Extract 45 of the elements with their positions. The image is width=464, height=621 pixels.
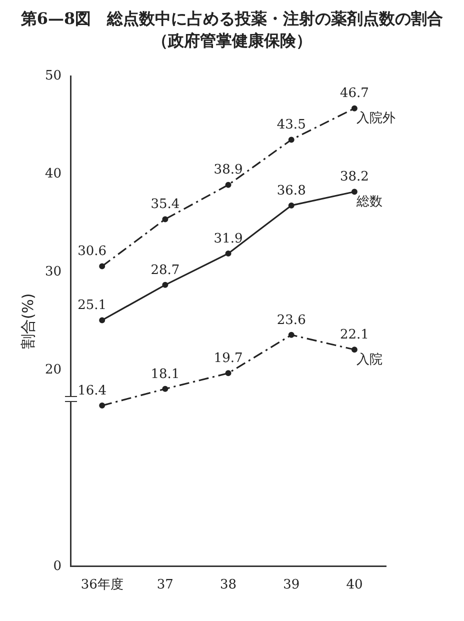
point bbox=[225, 370, 232, 376]
point bbox=[351, 188, 358, 195]
point bbox=[99, 402, 106, 409]
y-tick-label: 0 bbox=[53, 558, 62, 574]
y-tick-label: 40 bbox=[44, 166, 62, 182]
point bbox=[162, 216, 168, 222]
point bbox=[99, 263, 106, 270]
point bbox=[99, 317, 106, 324]
data-label: 19.7 bbox=[214, 351, 243, 366]
data-label: 30.6 bbox=[78, 244, 107, 260]
data-label: 22.1 bbox=[340, 328, 369, 343]
point bbox=[225, 250, 232, 257]
x-tick-label: 37 bbox=[156, 578, 174, 593]
point bbox=[351, 346, 358, 353]
point bbox=[288, 332, 294, 338]
point bbox=[351, 105, 358, 112]
data-label: 25.1 bbox=[78, 298, 107, 314]
data-label: 16.4 bbox=[78, 383, 107, 398]
y-tick-label: 20 bbox=[44, 362, 62, 378]
data-label: 46.7 bbox=[340, 86, 369, 102]
y-tick-label: 50 bbox=[44, 68, 62, 84]
data-label: 18.1 bbox=[150, 366, 180, 382]
series-label: 入院 bbox=[356, 352, 382, 368]
series-label: 入院外 bbox=[356, 111, 396, 126]
y-axis-title: 割合(%) bbox=[18, 293, 37, 350]
point bbox=[225, 182, 232, 188]
x-tick-label: 38 bbox=[220, 578, 237, 593]
x-tick-label: 36年度 bbox=[80, 576, 124, 593]
data-label: 31.9 bbox=[214, 231, 243, 246]
point bbox=[162, 282, 168, 288]
y-tick-label: 30 bbox=[44, 264, 62, 280]
point bbox=[288, 202, 294, 208]
data-label: 28.7 bbox=[150, 262, 180, 278]
x-tick-label: 39 bbox=[283, 578, 300, 593]
data-label: 38.9 bbox=[214, 162, 243, 178]
data-label: 38.2 bbox=[340, 170, 369, 185]
x-tick-label: 40 bbox=[346, 578, 363, 593]
data-label: 36.8 bbox=[276, 183, 306, 198]
series-label: 総数 bbox=[355, 194, 382, 210]
point bbox=[162, 386, 168, 392]
data-label: 43.5 bbox=[276, 118, 306, 133]
chart-title: 第6—8図 総点数中に占める投薬・注射の薬剤点数の割合（政府管掌健康保険） bbox=[20, 8, 444, 52]
point bbox=[288, 136, 294, 143]
data-label: 35.4 bbox=[150, 197, 180, 212]
data-label: 23.6 bbox=[276, 312, 306, 328]
